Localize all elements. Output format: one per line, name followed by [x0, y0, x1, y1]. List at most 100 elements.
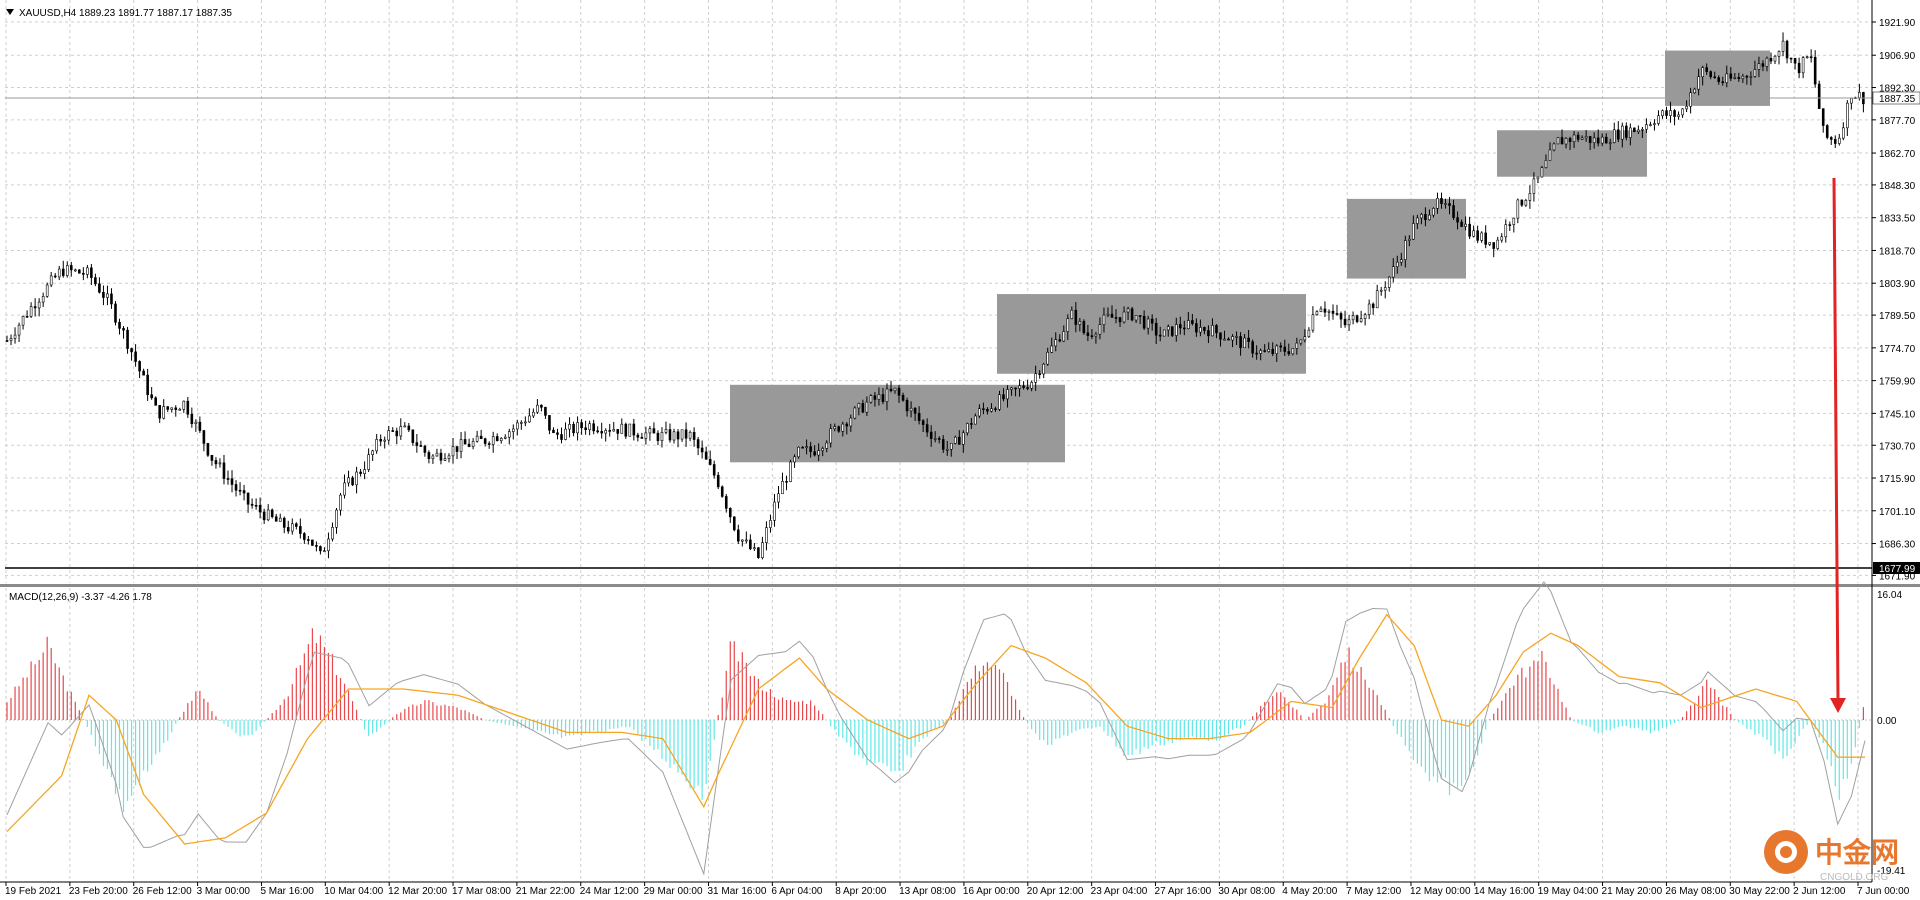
candle-body: [580, 422, 583, 429]
candle-body: [1829, 137, 1833, 140]
candle-body: [61, 268, 65, 276]
candle-body: [1383, 287, 1387, 291]
candle-body: [1833, 139, 1837, 144]
candle-body: [1142, 315, 1146, 329]
candle-body: [572, 424, 575, 434]
candle-body: [37, 301, 41, 309]
macd-line: [6, 581, 1866, 876]
candle-body: [222, 462, 226, 479]
candle-body: [1010, 387, 1013, 390]
candle-body: [1259, 350, 1262, 354]
panel-separator[interactable]: [0, 584, 1920, 587]
candle-body: [745, 539, 748, 542]
price-axis-label: 1745.10: [1879, 409, 1916, 420]
time-axis-label: 7 Jun 00:00: [1857, 886, 1910, 897]
candle-body: [1207, 330, 1210, 337]
candle-body: [1745, 75, 1749, 78]
candle-body: [1596, 137, 1600, 144]
candle-body: [1821, 108, 1825, 126]
candle-body: [1086, 332, 1090, 337]
candle-body: [65, 265, 69, 276]
time-axis-label: 12 May 00:00: [1410, 886, 1471, 897]
candle-body: [1130, 308, 1134, 321]
candle-body: [98, 283, 101, 293]
candle-body: [1500, 236, 1504, 241]
candle-body: [1319, 308, 1323, 312]
candle-body: [1347, 319, 1351, 326]
support-price-badge: [1873, 562, 1920, 574]
candle-body: [1359, 318, 1363, 322]
candle-body: [1661, 110, 1664, 117]
candle-body: [841, 423, 845, 432]
candle-body: [1355, 315, 1359, 322]
candle-body: [1199, 327, 1202, 333]
candle-body: [656, 432, 660, 441]
candle-body: [1299, 339, 1303, 344]
candle-body: [584, 427, 587, 431]
dropdown-triangle-icon[interactable]: [6, 9, 14, 15]
candle-body: [375, 439, 378, 452]
candle-body: [1825, 125, 1829, 138]
candle-body: [1018, 385, 1021, 389]
candle-body: [367, 454, 370, 470]
candle-body: [644, 432, 648, 439]
candle-body: [1122, 311, 1126, 323]
candle-body: [1219, 332, 1222, 340]
candle-body: [1492, 242, 1496, 249]
candle-body: [1677, 114, 1680, 117]
candle-body: [327, 538, 330, 552]
candle-body: [994, 408, 997, 410]
candle-body: [387, 430, 391, 441]
consolidation-box[interactable]: [1347, 198, 1466, 279]
candle-body: [234, 484, 238, 491]
candle-body: [90, 267, 93, 278]
candle-body: [311, 539, 314, 546]
candle-body: [1379, 289, 1383, 292]
candle-body: [1367, 303, 1371, 315]
candle-body: [536, 404, 539, 413]
candle-body: [246, 492, 250, 505]
candle-body: [1701, 67, 1704, 78]
candle-body: [383, 439, 387, 442]
candle-body: [1850, 98, 1853, 104]
candle-body: [150, 394, 153, 399]
candle-body: [1842, 127, 1845, 139]
candle-body: [69, 265, 73, 271]
time-axis-label: 19 May 04:00: [1538, 886, 1599, 897]
candle-body: [1504, 224, 1508, 238]
candle-body: [1809, 56, 1813, 59]
price-axis-label: 1877.70: [1879, 116, 1916, 127]
macd-signal-line: [6, 613, 1865, 845]
candle-body: [877, 394, 881, 400]
candle-body: [917, 413, 921, 421]
time-axis: 19 Feb 2021 23 Feb 20:00 26 Feb 12:00 3 Mar…: [5, 882, 1910, 897]
candle-body: [1247, 337, 1250, 342]
consolidation-box[interactable]: [1497, 130, 1647, 177]
time-axis-label: 13 Apr 08:00: [899, 886, 956, 897]
candle-body: [684, 429, 688, 439]
candle-body: [540, 404, 543, 408]
candle-body: [568, 424, 571, 430]
candle-body: [439, 452, 443, 461]
candle-body: [1070, 309, 1074, 319]
candle-body: [351, 477, 354, 486]
time-axis-label: 21 May 20:00: [1602, 886, 1663, 897]
consolidation-box[interactable]: [730, 384, 1065, 463]
candle-body: [230, 478, 234, 485]
candlestick-series: [5, 32, 1865, 560]
consolidation-box[interactable]: [997, 294, 1306, 374]
price-axis-label: 1789.50: [1879, 311, 1916, 322]
candle-body: [1191, 320, 1194, 324]
candle-body: [49, 275, 53, 286]
candle-body: [1576, 134, 1580, 140]
candle-body: [1488, 242, 1492, 245]
candle-body: [158, 405, 161, 419]
candle-body: [290, 523, 294, 532]
candle-body: [1480, 232, 1483, 241]
candle-body: [307, 539, 310, 541]
watermark-logo-dot-icon: [1780, 846, 1792, 858]
candle-body: [1371, 303, 1375, 309]
candle-body: [716, 474, 720, 488]
candle-body: [483, 438, 487, 444]
